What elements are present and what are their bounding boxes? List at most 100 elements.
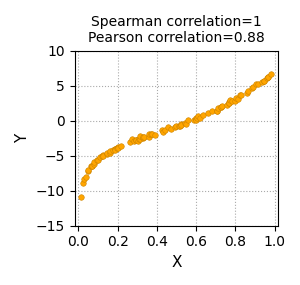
Point (206, 111, 211, 115)
Point (256, 82, 261, 87)
Point (113, 148, 118, 152)
Point (146, 135, 151, 139)
Point (101, 154, 106, 158)
Point (210, 108, 215, 113)
Point (173, 125, 178, 129)
Point (86, 169, 91, 174)
Point (134, 137, 138, 142)
Point (194, 118, 199, 122)
Point (230, 99, 234, 103)
Point (137, 136, 142, 141)
Point (112, 146, 117, 151)
Point (201, 113, 206, 118)
Point (107, 149, 112, 153)
Point (132, 138, 136, 143)
Point (100, 154, 104, 158)
Point (150, 131, 154, 136)
Point (227, 98, 232, 103)
Point (193, 116, 198, 120)
Point (137, 134, 142, 138)
Point (173, 124, 178, 129)
Point (219, 104, 224, 109)
Point (219, 105, 224, 109)
Point (193, 117, 198, 121)
Point (140, 135, 145, 140)
Point (227, 101, 232, 106)
Point (116, 145, 120, 150)
X-axis label: X: X (171, 255, 182, 270)
Point (86, 168, 91, 172)
Point (78, 195, 83, 200)
Point (90, 164, 94, 169)
Point (81, 180, 86, 185)
Point (238, 92, 243, 97)
Point (98, 154, 103, 159)
Point (233, 98, 238, 103)
Point (235, 97, 240, 101)
Point (112, 146, 117, 151)
Point (147, 132, 152, 137)
Point (215, 106, 220, 110)
Point (92, 160, 96, 165)
Point (179, 123, 184, 128)
Point (134, 138, 139, 142)
Point (249, 86, 254, 91)
Point (130, 137, 134, 142)
Point (225, 102, 230, 107)
Point (100, 152, 105, 157)
Point (148, 132, 153, 137)
Point (178, 122, 183, 127)
Point (84, 175, 88, 180)
Point (104, 151, 109, 156)
Point (140, 136, 145, 140)
Point (107, 150, 112, 155)
Point (265, 74, 270, 79)
Point (104, 151, 109, 156)
Point (169, 127, 173, 131)
Point (251, 85, 256, 89)
Point (178, 124, 183, 129)
Point (127, 140, 132, 144)
Point (265, 76, 269, 80)
Point (265, 74, 270, 79)
Point (254, 82, 258, 86)
Point (261, 79, 266, 84)
Point (227, 100, 232, 105)
Point (118, 144, 123, 148)
Point (160, 127, 165, 132)
Point (214, 108, 219, 113)
Point (92, 162, 96, 166)
Point (89, 164, 94, 169)
Point (244, 91, 249, 95)
Y-axis label: Y: Y (15, 133, 30, 143)
Point (166, 125, 170, 129)
Point (94, 158, 99, 162)
Point (152, 132, 157, 137)
Point (262, 79, 266, 83)
Point (136, 139, 141, 143)
Point (136, 137, 141, 141)
Point (245, 88, 250, 93)
Point (234, 96, 239, 100)
Point (195, 115, 200, 120)
Point (161, 130, 166, 135)
Point (196, 114, 201, 119)
Point (260, 80, 264, 85)
Point (141, 135, 146, 140)
Point (219, 105, 224, 109)
Point (227, 100, 232, 105)
Point (186, 118, 191, 122)
Point (192, 118, 197, 122)
Point (163, 127, 167, 132)
Point (116, 146, 121, 150)
Point (182, 120, 187, 125)
Point (115, 146, 120, 150)
Point (82, 177, 87, 182)
Point (238, 93, 243, 98)
Point (88, 163, 93, 168)
Point (110, 147, 115, 152)
Point (183, 121, 188, 126)
Point (177, 123, 182, 128)
Point (198, 116, 203, 121)
Point (214, 108, 219, 113)
